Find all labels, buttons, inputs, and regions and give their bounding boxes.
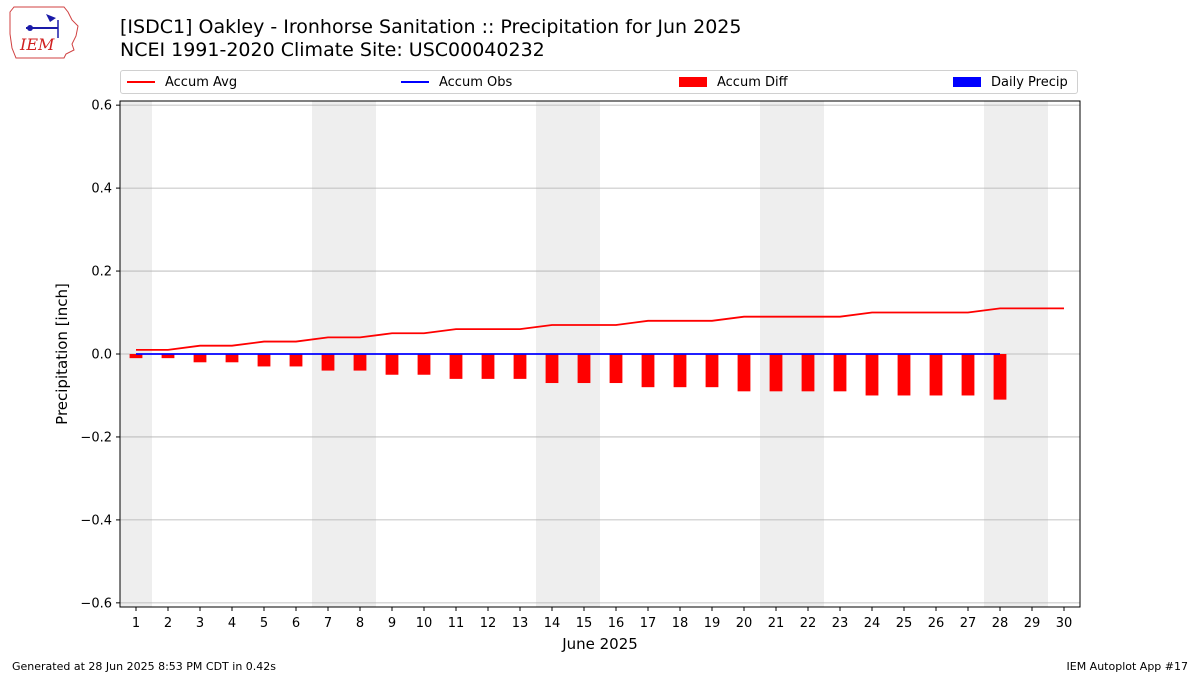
y-tick-label-2: −0.2 — [80, 430, 112, 445]
y-tick-label-4: 0.2 — [91, 265, 112, 280]
x-axis-label: June 2025 — [561, 635, 638, 653]
x-tick-label-12: 12 — [480, 616, 497, 631]
x-tick-label-29: 29 — [1024, 616, 1041, 631]
accum-diff-bar-12 — [481, 354, 495, 379]
accum-diff-bar-8 — [353, 354, 367, 371]
x-tick-label-2: 2 — [164, 616, 172, 631]
accum-diff-bar-25 — [897, 354, 911, 396]
x-tick-label-18: 18 — [672, 616, 689, 631]
accum-diff-bar-13 — [513, 354, 527, 379]
legend-swatch-accum-avg — [127, 81, 155, 83]
accum-diff-bar-16 — [609, 354, 623, 384]
x-tick-label-15: 15 — [576, 616, 593, 631]
x-tick-label-9: 9 — [388, 616, 396, 631]
x-tick-label-11: 11 — [448, 616, 465, 631]
y-tick-label-5: 0.4 — [91, 182, 112, 197]
x-tick-label-30: 30 — [1056, 616, 1073, 631]
legend-label-daily-precip: Daily Precip — [991, 74, 1068, 90]
x-tick-label-28: 28 — [992, 616, 1009, 631]
x-tick-label-6: 6 — [292, 616, 300, 631]
accum-diff-bar-1 — [129, 354, 143, 359]
footer-app-text: IEM Autoplot App #17 — [1066, 660, 1189, 673]
accum-diff-bar-20 — [737, 354, 751, 392]
x-tick-label-20: 20 — [736, 616, 753, 631]
accum-diff-bar-21 — [769, 354, 783, 392]
x-tick-label-3: 3 — [196, 616, 204, 631]
accum-diff-bar-18 — [673, 354, 687, 388]
accum-diff-bar-10 — [417, 354, 431, 375]
weekend-shade-2 — [312, 101, 376, 607]
y-tick-label-6: 0.6 — [91, 99, 112, 114]
accum-diff-bar-17 — [641, 354, 655, 388]
accum-diff-bar-23 — [833, 354, 847, 392]
x-tick-label-27: 27 — [960, 616, 977, 631]
weekend-shade-5 — [984, 101, 1048, 607]
x-tick-label-22: 22 — [800, 616, 817, 631]
x-tick-label-14: 14 — [544, 616, 561, 631]
legend-swatch-accum-obs — [401, 81, 429, 83]
accum-diff-bar-7 — [321, 354, 335, 371]
accum-diff-bar-27 — [961, 354, 975, 396]
accum-diff-bar-3 — [193, 354, 207, 363]
footer-generated-text: Generated at 28 Jun 2025 8:53 PM CDT in … — [12, 660, 277, 673]
accum-diff-bar-19 — [705, 354, 719, 388]
x-tick-label-8: 8 — [356, 616, 364, 631]
legend-item-accum-obs: Accum Obs — [401, 71, 512, 93]
x-tick-label-24: 24 — [864, 616, 881, 631]
legend-label-accum-obs: Accum Obs — [439, 74, 513, 90]
legend-label-accum-diff: Accum Diff — [717, 74, 788, 90]
x-tick-label-4: 4 — [228, 616, 236, 631]
logo-text: IEM — [19, 35, 55, 54]
iem-logo: IEM — [9, 6, 79, 59]
chart-subtitle: NCEI 1991-2020 Climate Site: USC00040232 — [120, 39, 545, 61]
chart-legend: Accum Avg Accum Obs Accum Diff Daily Pre… — [120, 70, 1078, 94]
y-tick-label-1: −0.4 — [80, 513, 112, 528]
chart-title: [ISDC1] Oakley - Ironhorse Sanitation ::… — [120, 16, 742, 38]
legend-item-daily-precip: Daily Precip — [953, 71, 1068, 93]
x-tick-label-25: 25 — [896, 616, 913, 631]
x-tick-label-23: 23 — [832, 616, 849, 631]
accum-diff-bar-11 — [449, 354, 463, 379]
x-tick-label-1: 1 — [132, 616, 140, 631]
weekend-shade-1 — [120, 101, 152, 607]
y-tick-label-0: −0.6 — [80, 596, 112, 611]
x-tick-label-17: 17 — [640, 616, 657, 631]
accum-diff-bar-2 — [161, 354, 175, 359]
legend-swatch-accum-diff — [679, 77, 707, 87]
weekend-shade-3 — [536, 101, 600, 607]
x-tick-label-5: 5 — [260, 616, 268, 631]
x-tick-label-10: 10 — [416, 616, 433, 631]
legend-swatch-daily-precip — [953, 77, 981, 87]
x-tick-label-7: 7 — [324, 616, 332, 631]
legend-item-accum-diff: Accum Diff — [679, 71, 788, 93]
y-tick-label-3: 0.0 — [91, 348, 112, 363]
accum-diff-bar-24 — [865, 354, 879, 396]
accum-diff-bar-14 — [545, 354, 559, 384]
accum-diff-bar-9 — [385, 354, 399, 375]
accum-diff-bar-15 — [577, 354, 591, 384]
accum-diff-bar-4 — [225, 354, 239, 363]
x-tick-label-21: 21 — [768, 616, 785, 631]
accum-diff-bar-28 — [993, 354, 1007, 400]
x-tick-label-26: 26 — [928, 616, 945, 631]
y-axis-label: Precipitation [inch] — [53, 283, 71, 425]
x-tick-label-16: 16 — [608, 616, 625, 631]
accum-avg-line — [136, 307, 1064, 351]
accum-diff-bar-26 — [929, 354, 943, 396]
legend-item-accum-avg: Accum Avg — [127, 71, 237, 93]
x-tick-label-19: 19 — [704, 616, 721, 631]
legend-label-accum-avg: Accum Avg — [165, 74, 238, 90]
plot-frame — [119, 100, 1081, 608]
accum-diff-bar-6 — [289, 354, 303, 367]
accum-diff-bar-22 — [801, 354, 815, 392]
x-tick-label-13: 13 — [512, 616, 529, 631]
weekend-shade-4 — [760, 101, 824, 607]
accum-diff-bar-5 — [257, 354, 271, 367]
